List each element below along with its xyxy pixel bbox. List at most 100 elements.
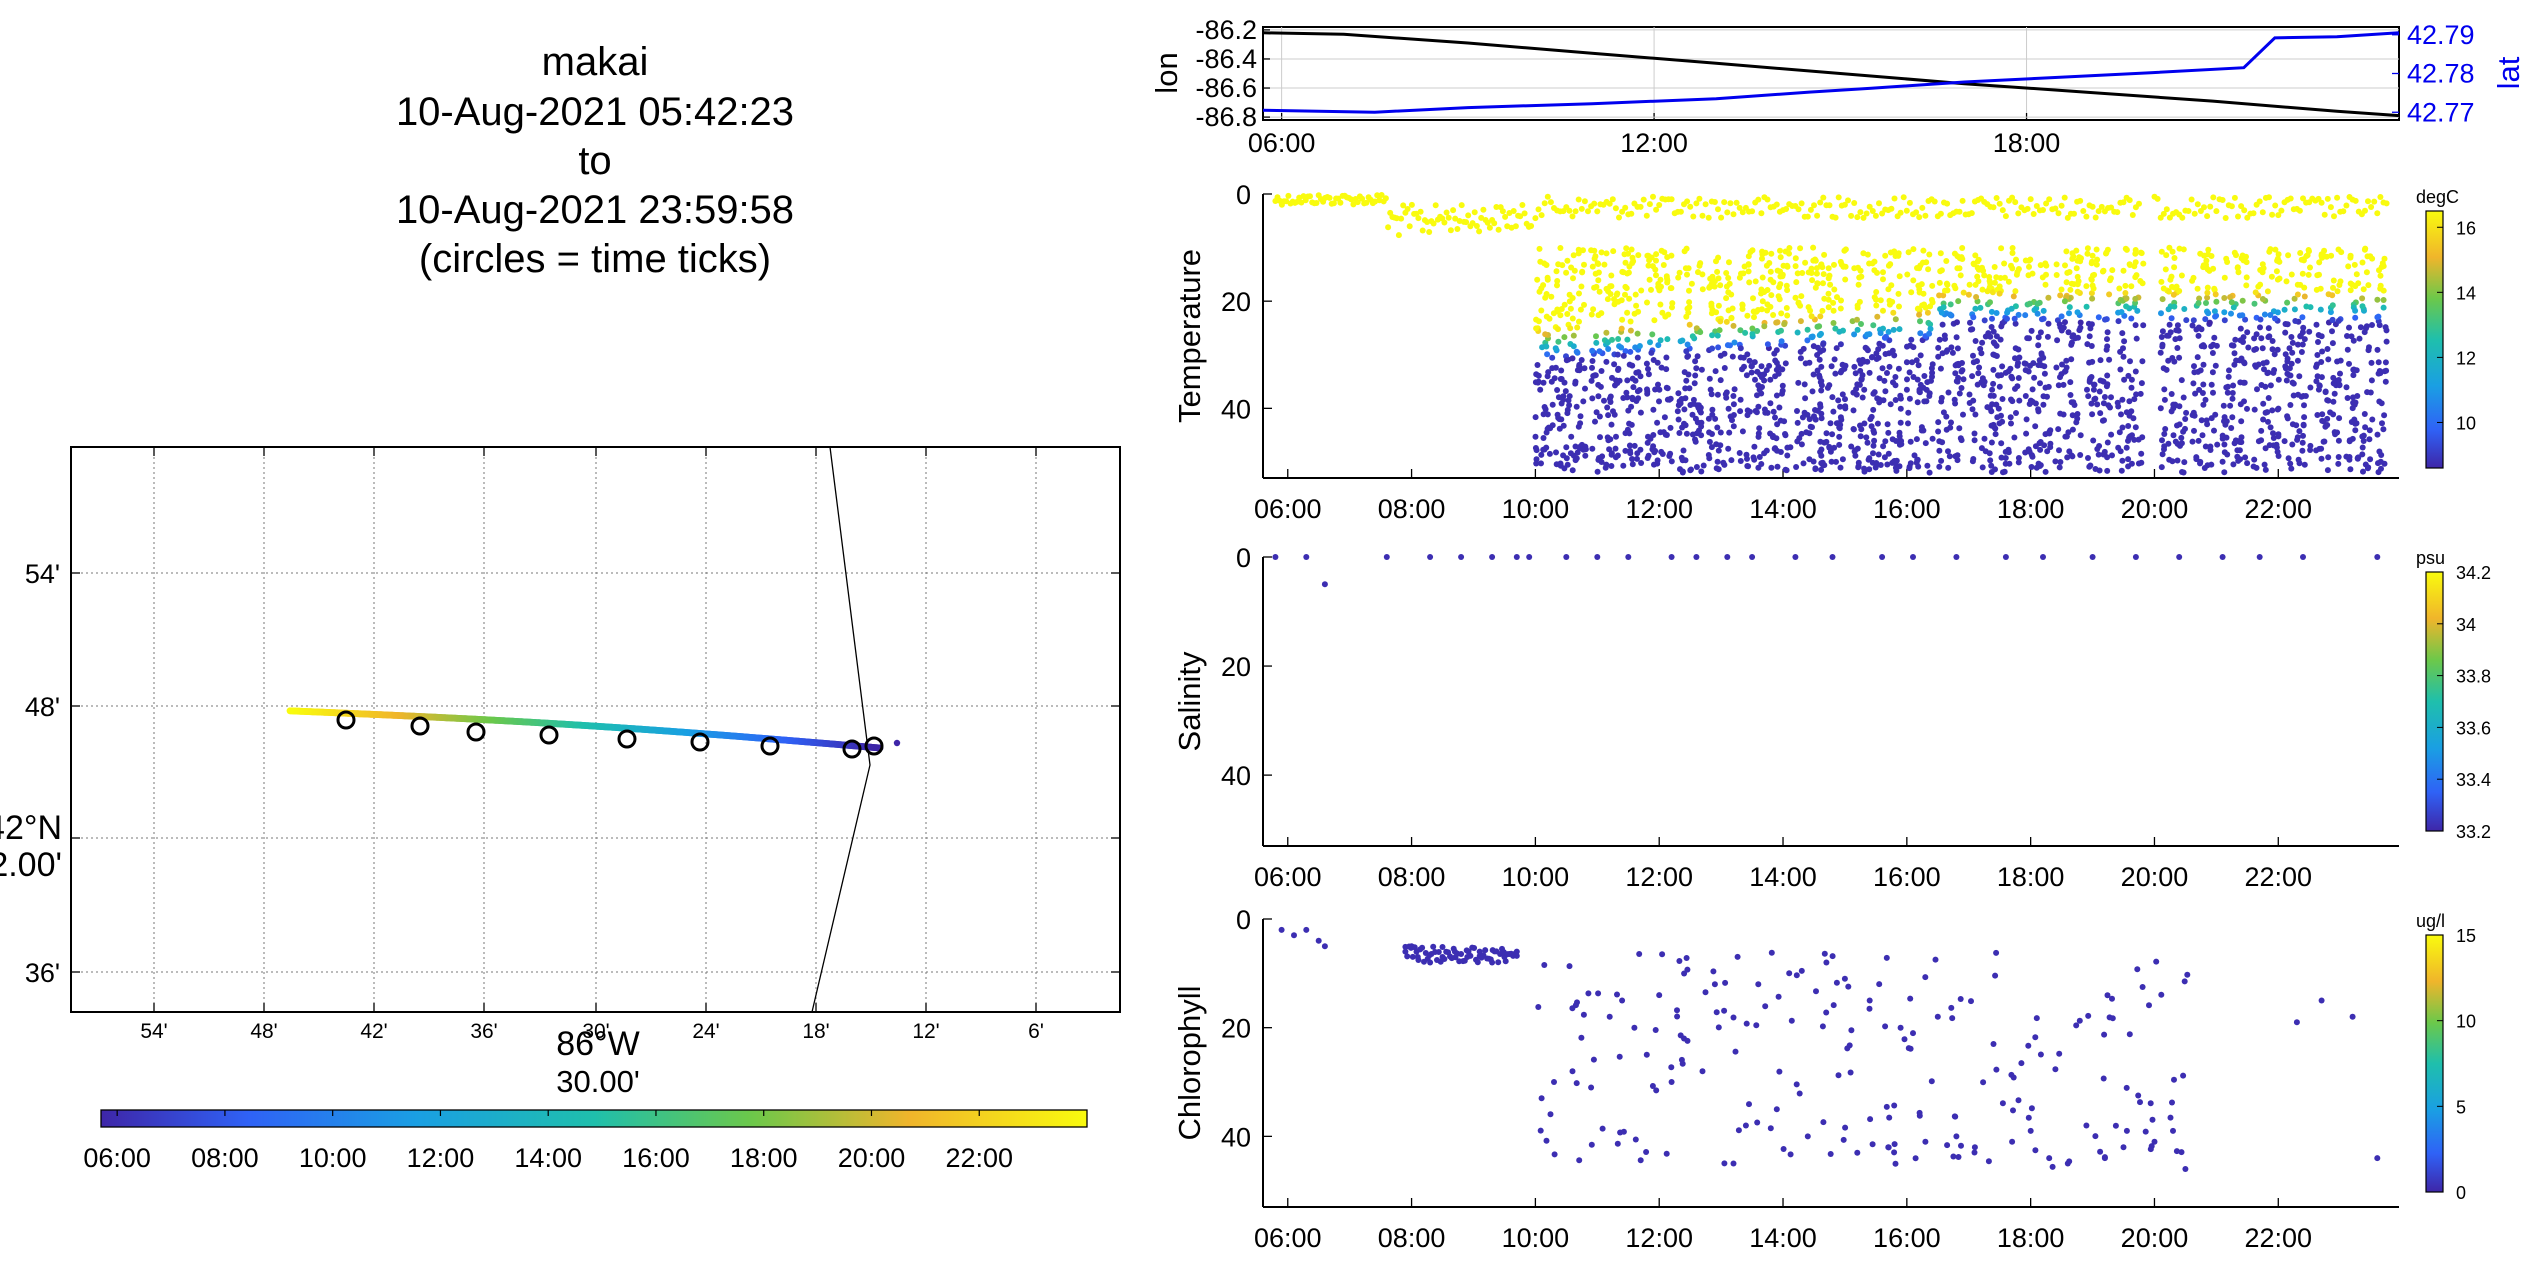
temperature-point [1859,394,1866,401]
temperature-point [1910,277,1917,284]
time-tick-circle [864,736,884,756]
temperature-point [1637,203,1644,210]
temperature-point [2294,291,2301,298]
temperature-point [1603,285,1610,292]
temperature-point [1809,277,1816,284]
temperature-point [2035,408,2042,415]
chlorophyll-point [2010,1107,2016,1114]
temperature-point [2299,341,2306,348]
temperature-point [1540,282,1547,289]
temperature-point [1634,330,1641,337]
temperature-point [2229,395,2236,402]
chlorophyll-point [1321,943,1328,950]
temperature-point [2065,329,2072,336]
chlorophyll-x-tick-label: 06:00 [1254,1223,1322,1253]
temperature-point [1548,293,1555,300]
chlorophyll-point [1585,990,1592,997]
temperature-point [1683,377,1690,384]
temperature-point [1450,207,1457,214]
chlorophyll-point [2180,1072,2187,1079]
chlorophyll-point [1755,981,1762,988]
temperature-point [1686,321,1693,328]
temperature-point [2314,352,2321,358]
temperature-point [1554,411,1561,418]
temperature-point [2275,376,2282,383]
temperature-point [2095,451,2102,458]
temperature-point [2157,349,2164,356]
temperature-point [2275,212,2282,219]
salinity-point [1724,554,1731,560]
chlorophyll-point [1882,1023,1889,1030]
temperature-point [1576,318,1582,325]
temperature-point [1979,339,1986,346]
chlorophyll-point [1876,981,1883,988]
temperature-point [1923,259,1930,266]
temperature-point [2274,276,2281,283]
temperature-point [1864,439,1871,446]
temperature-point [1627,318,1634,325]
temperature-point [1608,421,1615,428]
temperature-point [1989,315,1995,322]
salinity-point [2089,554,2096,560]
temperature-point [1770,279,1777,286]
temperature-point [1552,364,1559,371]
temperature-point [2158,248,2165,255]
temperature-point [1749,208,1756,215]
temperature-point [1733,199,1740,206]
temperature-point [1595,393,1602,400]
temperature-point [2032,423,2039,430]
temperature-point [2313,378,2320,385]
temperature-point [2085,393,2092,400]
temperature-point [2132,368,2139,375]
temperature-point [1744,412,1751,419]
temperature-point [1601,397,1607,404]
temperature-point [1712,415,1719,422]
temperature-point [1582,452,1589,459]
temperature-point [1802,259,1809,266]
temperature-point [1992,466,1998,473]
temperature-point [1622,204,1629,211]
temperature-point [1981,272,1988,279]
temperature-point [2012,345,2019,352]
temperature-point [2088,260,2095,267]
temperature-point [1533,456,1540,463]
temperature-point [2057,292,2064,299]
temperature-point [2208,253,2215,259]
temperature-point [2319,348,2326,355]
temperature-point [2380,426,2387,433]
temperature-point [1562,388,1569,395]
temperature-point [2035,362,2042,369]
temperature-point [2080,208,2087,214]
temperature-point [1832,370,1839,377]
temperature-point [1654,457,1661,464]
salinity-point [2176,554,2183,560]
temperature-point [2288,334,2295,340]
chlorophyll-point [2008,1071,2015,1078]
time-tick-circle [410,716,430,736]
temperature-point [2305,247,2312,253]
temperature-point [2289,339,2296,346]
temperature-point [2089,252,2096,259]
temperature-point [2172,336,2179,343]
temperature-point [2170,432,2177,439]
temperature-point [2083,213,2090,220]
chlorophyll-point [1588,1084,1595,1091]
temperature-point [1549,422,1556,429]
temperature-point [2352,427,2359,434]
temperature-point [1419,227,1426,234]
temperature-point [2322,389,2329,396]
temperature-point [2295,341,2301,348]
temperature-point [1810,371,1817,378]
temperature-point [1870,390,1877,397]
temperature-point [1914,305,1921,312]
temperature-point [1956,390,1963,397]
temperature-point [1698,468,1705,475]
temperature-point [2028,327,2035,334]
temperature-point [1821,251,1828,258]
temperature-point [1864,358,1871,365]
temperature-point [1592,253,1599,260]
temperature-point [1764,409,1771,416]
temperature-point [1772,357,1779,364]
temperature-point [1861,386,1868,393]
temperature-point [2106,291,2113,298]
